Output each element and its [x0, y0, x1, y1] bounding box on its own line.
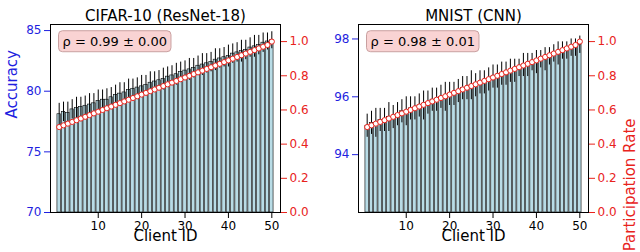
svg-text:30: 30	[485, 219, 501, 233]
svg-text:CIFAR-10 (ResNet-18): CIFAR-10 (ResNet-18)	[85, 7, 246, 25]
svg-text:Accuracy: Accuracy	[3, 50, 21, 119]
svg-text:1.0: 1.0	[290, 34, 309, 48]
svg-text:0.2: 0.2	[598, 171, 617, 185]
svg-text:50: 50	[572, 219, 587, 233]
svg-text:94: 94	[334, 147, 349, 161]
svg-text:0.0: 0.0	[290, 205, 309, 219]
svg-text:ρ = 0.99 ± 0.00: ρ = 0.99 ± 0.00	[63, 34, 167, 49]
svg-text:96: 96	[334, 90, 349, 104]
svg-text:98: 98	[334, 32, 349, 46]
svg-text:40: 40	[529, 219, 544, 233]
svg-text:MNIST (CNN): MNIST (CNN)	[425, 7, 522, 25]
svg-text:20: 20	[442, 219, 458, 233]
svg-text:10: 10	[91, 219, 106, 233]
svg-text:0.6: 0.6	[290, 103, 309, 117]
svg-text:30: 30	[177, 219, 193, 233]
svg-text:70: 70	[26, 205, 41, 219]
svg-text:0.6: 0.6	[598, 103, 617, 117]
svg-text:1.0: 1.0	[598, 34, 617, 48]
svg-text:Client ID: Client ID	[133, 227, 197, 245]
svg-text:Participation Rate: Participation Rate	[621, 119, 639, 252]
svg-text:Client ID: Client ID	[441, 227, 505, 245]
svg-text:75: 75	[26, 145, 41, 159]
svg-text:10: 10	[399, 219, 414, 233]
svg-text:0.8: 0.8	[598, 69, 617, 83]
svg-text:0.4: 0.4	[290, 137, 309, 151]
svg-text:80: 80	[26, 84, 41, 98]
svg-text:40: 40	[221, 219, 236, 233]
svg-text:0.8: 0.8	[290, 69, 309, 83]
svg-text:0.2: 0.2	[290, 171, 309, 185]
svg-text:50: 50	[264, 219, 279, 233]
svg-text:0.4: 0.4	[598, 137, 617, 151]
svg-text:85: 85	[26, 23, 41, 37]
svg-text:0.0: 0.0	[598, 205, 617, 219]
svg-text:ρ = 0.98 ± 0.01: ρ = 0.98 ± 0.01	[371, 34, 475, 49]
svg-text:20: 20	[134, 219, 150, 233]
